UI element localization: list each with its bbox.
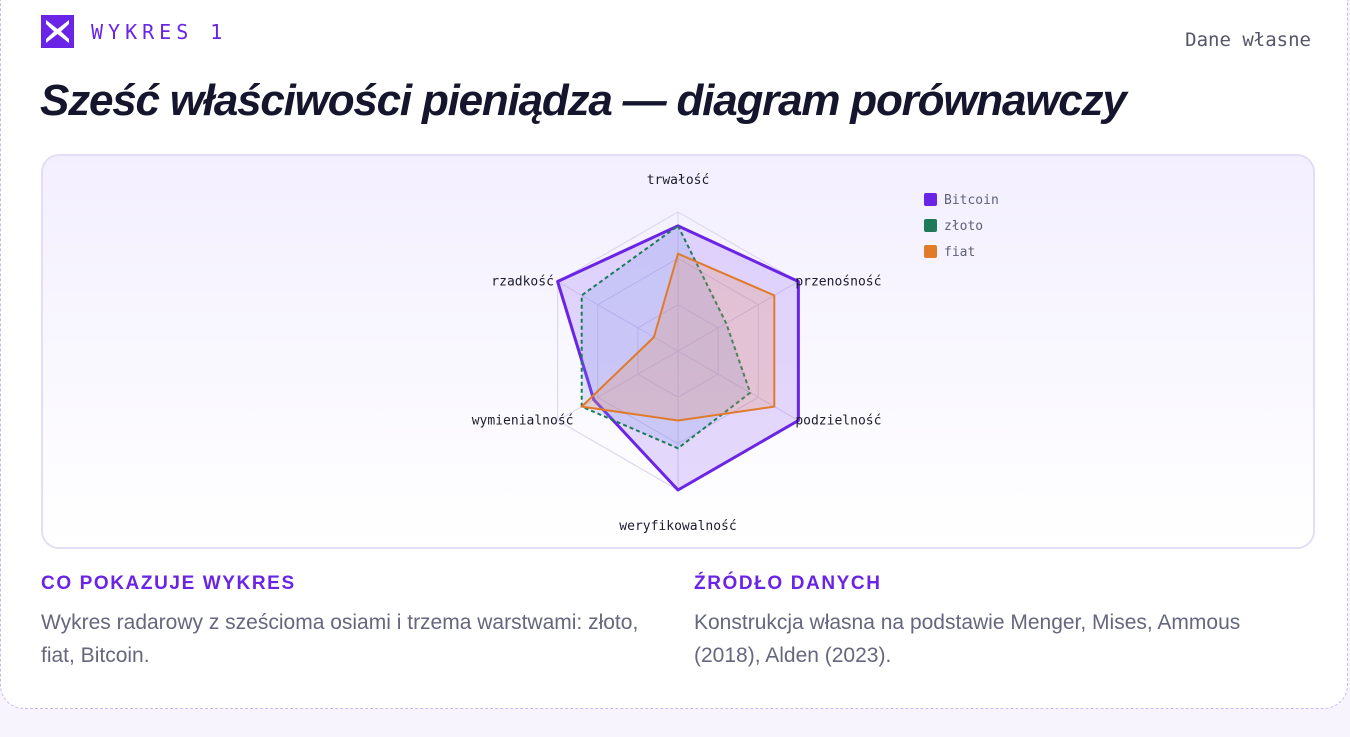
page-title: Sześć właściwości pieniądza — diagram po… (40, 76, 1127, 125)
axis-label: przenośność (795, 275, 881, 290)
series-polygon-złoto (580, 224, 752, 450)
right-section-title: ŹRÓDŁO DANYCH (694, 573, 882, 594)
series-polygon-fiat (580, 252, 776, 422)
chart-panel: trwałość przenośność podzielność weryfikowa… (41, 154, 1315, 549)
axis-label: podzielność (795, 414, 881, 429)
legend-label: Bitcoin (944, 193, 999, 208)
left-section-title: CO POKAZUJE WYKRES (41, 573, 296, 594)
chart-card: WYKRES 1 Dane własne Sześć właściwości p… (0, 0, 1348, 709)
axis-spoke (557, 281, 679, 352)
legend-label: fiat (944, 245, 975, 260)
axis-spoke (677, 350, 799, 421)
radar-chart: trwałość przenośność podzielność weryfikowa… (472, 173, 999, 534)
axis-labels: trwałość przenośność podzielność weryfikowa… (472, 173, 882, 534)
axis-label: trwałość (647, 173, 710, 188)
axis-spoke (557, 350, 679, 421)
radar-series (556, 224, 800, 492)
series-polygon-bitcoin (556, 224, 800, 492)
legend-swatch (924, 245, 937, 258)
axis-label: rzadkość (491, 275, 554, 290)
legend: Bitcoin złoto fiat (924, 193, 999, 260)
legend-swatch (924, 219, 937, 232)
legend-label: złoto (944, 219, 983, 234)
source-label: Dane własne (1185, 29, 1311, 51)
axis-label: weryfikowalność (619, 519, 736, 534)
axis-spoke (677, 281, 799, 352)
axis-label: wymienialność (472, 414, 574, 429)
figure-kicker: WYKRES 1 (91, 20, 228, 44)
legend-swatch (924, 193, 937, 206)
right-section-text: Konstrukcja własna na podstawie Menger, … (694, 611, 1241, 667)
logo-icon (41, 15, 74, 48)
left-section-text: Wykres radarowy z sześcioma osiami i trz… (41, 611, 639, 667)
